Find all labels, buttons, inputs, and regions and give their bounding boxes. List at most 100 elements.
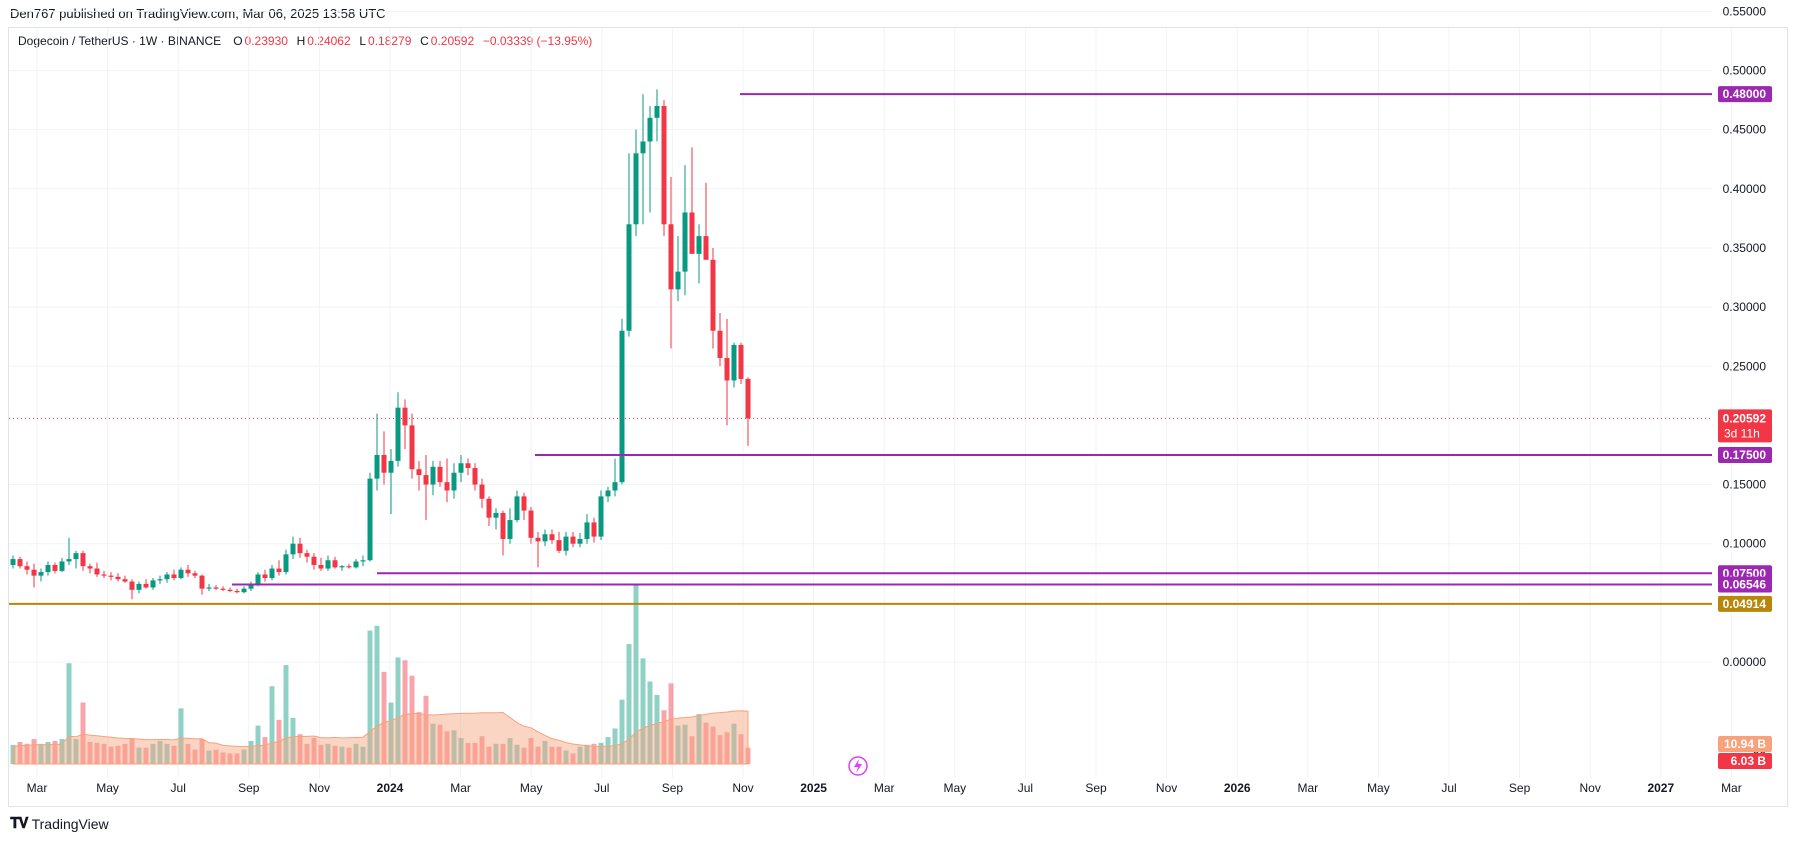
time-tick-label: Sep [1085, 781, 1107, 795]
volume-badge-bg [1718, 753, 1772, 769]
volume-bar [59, 739, 65, 764]
candle-body [479, 484, 485, 499]
volume-bar [269, 686, 275, 764]
candle-body [269, 568, 275, 579]
candle-body [283, 554, 289, 573]
candle-body [409, 425, 415, 470]
candle-body [661, 105, 667, 225]
volume-bar [374, 625, 380, 764]
candles [10, 89, 751, 600]
lightning-bolt-icon [854, 759, 862, 773]
tradingview-logo-icon: 𝐓𝐕 [10, 815, 29, 832]
candle-body [731, 344, 737, 381]
candle-body [129, 581, 135, 590]
volume-bar [94, 742, 100, 764]
legend-symbol[interactable]: Dogecoin / TetherUS · 1W · BINANCE [18, 34, 222, 48]
candle-body [115, 576, 121, 580]
candle-body [157, 579, 163, 581]
volume-bar [115, 745, 121, 764]
level-badge-label: 0.48000 [1723, 87, 1767, 101]
volume-bar [514, 744, 520, 764]
volume-bar [556, 746, 562, 764]
candle-body [143, 583, 149, 588]
legend-high-label: H [296, 34, 306, 48]
volume-bar [465, 742, 471, 764]
volume-bar [731, 723, 737, 764]
candle-body [332, 560, 338, 568]
candle-body [493, 512, 499, 518]
candle-body [416, 469, 422, 476]
volume-bar [45, 741, 51, 764]
candle-body [542, 534, 548, 542]
candle-body [367, 478, 373, 561]
volume-bar [696, 714, 702, 764]
price-axis: 0.55000 0.50000 0.45000 0.40000 0.35000 0.300… [1723, 4, 1767, 763]
candle-body [570, 536, 576, 544]
time-tick-label: Sep [1509, 781, 1531, 795]
candle-body [353, 561, 359, 568]
candle-body [395, 407, 401, 461]
volume-bar [493, 743, 499, 764]
candle-body [745, 378, 751, 419]
volume-bar [535, 746, 541, 764]
volume-bar [73, 739, 79, 764]
volume-bar [297, 734, 303, 764]
candle-body [598, 496, 604, 537]
legend-change: −0.03339 (−13.95%) [482, 34, 593, 48]
volume-bar [80, 702, 86, 764]
volume-bar [647, 681, 653, 764]
volume-bar [402, 660, 408, 764]
volume-bar [661, 710, 667, 764]
candle-body [94, 568, 100, 575]
candle-body [689, 212, 695, 254]
candle-body [164, 574, 170, 580]
volume-bar [710, 726, 716, 764]
candle-body [675, 271, 681, 290]
volume-bar [367, 630, 373, 764]
volume-bar [507, 738, 513, 764]
volume-bar [304, 743, 310, 764]
price-tick-label: 0.30000 [1723, 300, 1767, 314]
volume-bar [598, 742, 604, 764]
volume-bar [185, 743, 191, 764]
time-tick-label: Mar [27, 781, 48, 795]
candle-body [59, 561, 65, 571]
volume-bar [528, 738, 534, 764]
level-badge-label: 0.06546 [1723, 578, 1767, 592]
candle-body [388, 460, 394, 473]
candle-body [458, 463, 464, 473]
volume-bar [381, 671, 387, 764]
volume-bar [262, 737, 268, 764]
footer-brand-text: TradingView [31, 815, 109, 832]
horizontal-levels [9, 93, 1712, 605]
volume-bar [38, 743, 44, 764]
time-axis: Mar May Jul Sep Nov 2024 Mar May Jul Sep Nov 2025 Ma… [27, 781, 1742, 795]
candle-body [220, 588, 226, 590]
price-tick-label: 0.45000 [1723, 123, 1767, 137]
volume-bar [549, 746, 555, 764]
candle-body [185, 569, 191, 574]
candle-body [199, 575, 205, 589]
volume-bar [199, 739, 205, 764]
volume-bar [101, 743, 107, 764]
candle-body [227, 589, 233, 592]
candle-body [276, 568, 282, 573]
volume-bar [122, 743, 128, 764]
time-tick-label: May [943, 781, 966, 795]
volume-bar [17, 741, 23, 764]
price-tick-label: 0.15000 [1723, 478, 1767, 492]
time-tick-label: Jul [1441, 781, 1456, 795]
chart-frame [8, 27, 1788, 807]
volume-bar [234, 753, 240, 764]
volume-badge-label: 6.03 B [1731, 754, 1767, 768]
volume-bar [703, 722, 709, 764]
candle-body [108, 575, 114, 577]
footer-brand[interactable]: 𝐓𝐕 TradingView [10, 815, 109, 832]
volume-bar [605, 737, 611, 764]
candle-body [136, 583, 142, 590]
candle-body [262, 574, 268, 579]
candle-body [451, 472, 457, 491]
candle-body [535, 537, 541, 542]
time-tick-label: Nov [732, 781, 753, 795]
